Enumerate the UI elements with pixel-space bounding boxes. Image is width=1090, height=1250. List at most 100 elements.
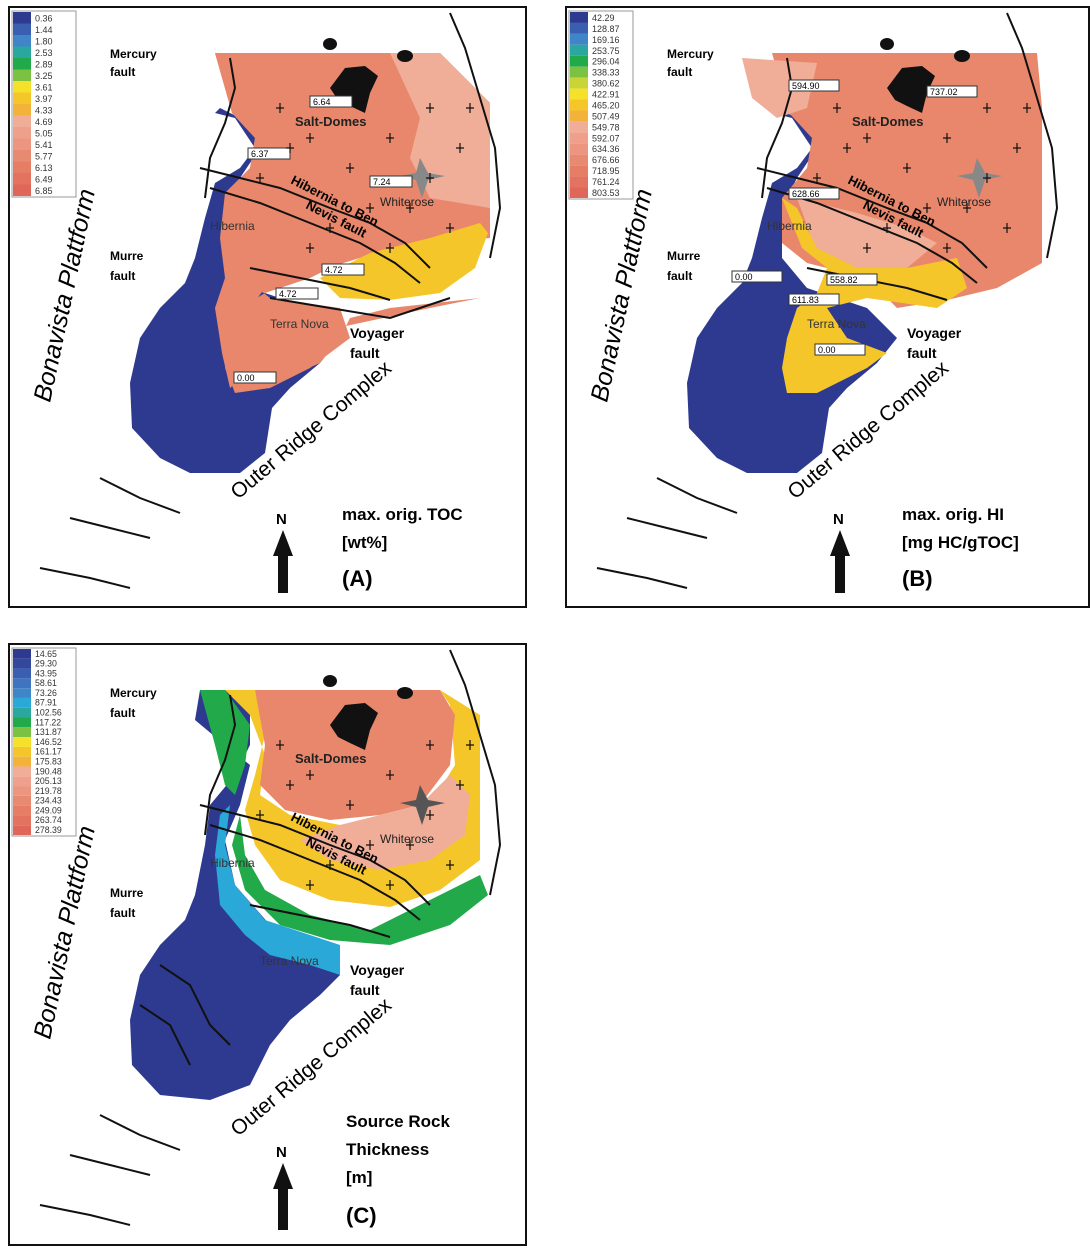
legend-swatch <box>13 756 31 767</box>
legend-swatch <box>570 66 588 78</box>
legend-value: 634.36 <box>592 144 620 154</box>
well-marker-icon <box>386 133 394 143</box>
bonavista-platform-label: Bonavista Plattform <box>585 186 657 404</box>
value-labels: 594.90 737.02 628.66 558.82 0.00 611.83 … <box>731 79 978 356</box>
value-label: 0.00 <box>237 373 255 383</box>
well-marker-icon <box>346 163 354 173</box>
legend-swatch <box>13 737 31 747</box>
legend-value: 3.25 <box>35 71 53 81</box>
legend-swatch <box>13 805 31 816</box>
hibernia-label: Hibernia <box>210 856 255 870</box>
north-label: N <box>276 511 287 528</box>
legend-value: 1.80 <box>35 37 53 47</box>
legend-value: 175.83 <box>35 756 62 766</box>
bonavista-platform-label: Bonavista Plattform <box>28 186 100 404</box>
legend-value: 219.78 <box>35 786 62 796</box>
well-marker-icon <box>286 780 294 790</box>
thickness-green-region <box>200 690 250 795</box>
legend-swatch <box>13 766 31 777</box>
legend-swatch <box>13 688 31 698</box>
well-marker-icon <box>426 173 434 183</box>
well-marker-icon <box>456 143 464 153</box>
hi-light-region <box>797 198 937 268</box>
well-marker-icon <box>446 223 454 233</box>
legend-value: 5.41 <box>35 140 53 150</box>
toc-yellow-region <box>320 223 488 300</box>
mercury-fault-label: fault <box>110 706 135 720</box>
legend-value: 6.85 <box>35 186 53 196</box>
well-marker-icon <box>863 243 871 253</box>
panel-tag: (B) <box>902 566 933 591</box>
legend-value: 42.29 <box>592 13 615 23</box>
value-label: 628.66 <box>792 189 820 199</box>
well-marker-icon <box>346 800 354 810</box>
well-marker-icon <box>366 840 374 850</box>
legend-swatch <box>570 12 588 23</box>
legend-value: 5.05 <box>35 129 53 139</box>
murre-fault-label: fault <box>110 906 135 920</box>
north-label: N <box>276 1144 287 1161</box>
legend-value: 676.66 <box>592 155 620 165</box>
panel-tag: (A) <box>342 566 373 591</box>
legend-value: 278.39 <box>35 825 62 835</box>
north-arrow-icon <box>273 1163 293 1230</box>
legend-swatch <box>13 150 31 162</box>
legend-swatch <box>13 815 31 826</box>
well-marker-icon <box>306 770 314 780</box>
legend-value: 803.53 <box>592 188 620 198</box>
well-marker-icon <box>256 173 264 183</box>
map-panel-c: 14.65 29.30 43.95 58.61 73.26 87.91 102.56 117.… <box>8 643 527 1246</box>
well-marker-icon <box>903 163 911 173</box>
voyager-fault-label: Voyager <box>350 962 405 978</box>
well-marker-icon <box>833 103 841 113</box>
well-marker-icon <box>1023 103 1031 113</box>
map-title-line: Source Rock <box>346 1112 450 1131</box>
value-label: 611.83 <box>792 295 819 305</box>
terra-nova-label: Terra Nova <box>260 954 319 968</box>
legend-swatch <box>13 697 31 708</box>
legend-value: 2.89 <box>35 60 53 70</box>
well-marker-icon <box>386 770 394 780</box>
fault-lines <box>39 649 502 1226</box>
legend-swatch <box>570 187 588 198</box>
map-title-line: max. orig. TOC <box>342 505 463 524</box>
legend-swatch <box>13 58 31 70</box>
well-marker-icon <box>326 223 334 233</box>
map-title-line: [mg HC/gTOC] <box>902 533 1019 552</box>
well-marker-icon <box>1003 223 1011 233</box>
well-marker-icon <box>406 203 414 213</box>
value-label: 4.72 <box>279 289 297 299</box>
legend-value: 338.33 <box>592 68 620 78</box>
fault-lines <box>39 12 502 589</box>
north-arrow-icon <box>273 530 293 593</box>
legend-swatch <box>13 825 31 835</box>
legend-swatch <box>13 786 31 796</box>
well-marker-icon <box>843 143 851 153</box>
legend-swatch <box>13 717 31 728</box>
well-marker-icon <box>863 133 871 143</box>
legend-value: 249.09 <box>35 805 62 815</box>
legend-value: 43.95 <box>35 668 57 678</box>
well-marker-icon <box>276 103 284 113</box>
legend-value: 117.22 <box>35 717 61 727</box>
fault-lines <box>596 12 1059 589</box>
salt-dome-shape <box>330 703 378 750</box>
map-panel-a: 6.64 6.37 7.24 4.72 4.72 0.00 0.36 1.44 1.… <box>8 6 527 608</box>
well-marker-icon <box>963 203 971 213</box>
legend-swatch <box>13 127 31 139</box>
map-a-svg: 6.64 6.37 7.24 4.72 4.72 0.00 0.361.44 1.… <box>11 10 502 593</box>
legend-swatch <box>570 55 588 67</box>
whiterose-label: Whiterose <box>380 832 434 846</box>
legend-swatch <box>570 176 588 188</box>
hibernia-label: Hibernia <box>767 219 812 233</box>
legend-swatch <box>570 99 588 111</box>
salt-domes-label: Salt-Domes <box>852 114 924 129</box>
value-label: 6.64 <box>313 97 331 107</box>
well-marker-icon <box>406 840 414 850</box>
legend-value: 380.62 <box>592 79 620 89</box>
legend-value: 718.95 <box>592 166 620 176</box>
terra-nova-label: Terra Nova <box>807 317 866 331</box>
value-label: 0.00 <box>818 345 836 355</box>
legend-value: 1.44 <box>35 25 53 35</box>
legend-value: 128.87 <box>592 24 620 34</box>
